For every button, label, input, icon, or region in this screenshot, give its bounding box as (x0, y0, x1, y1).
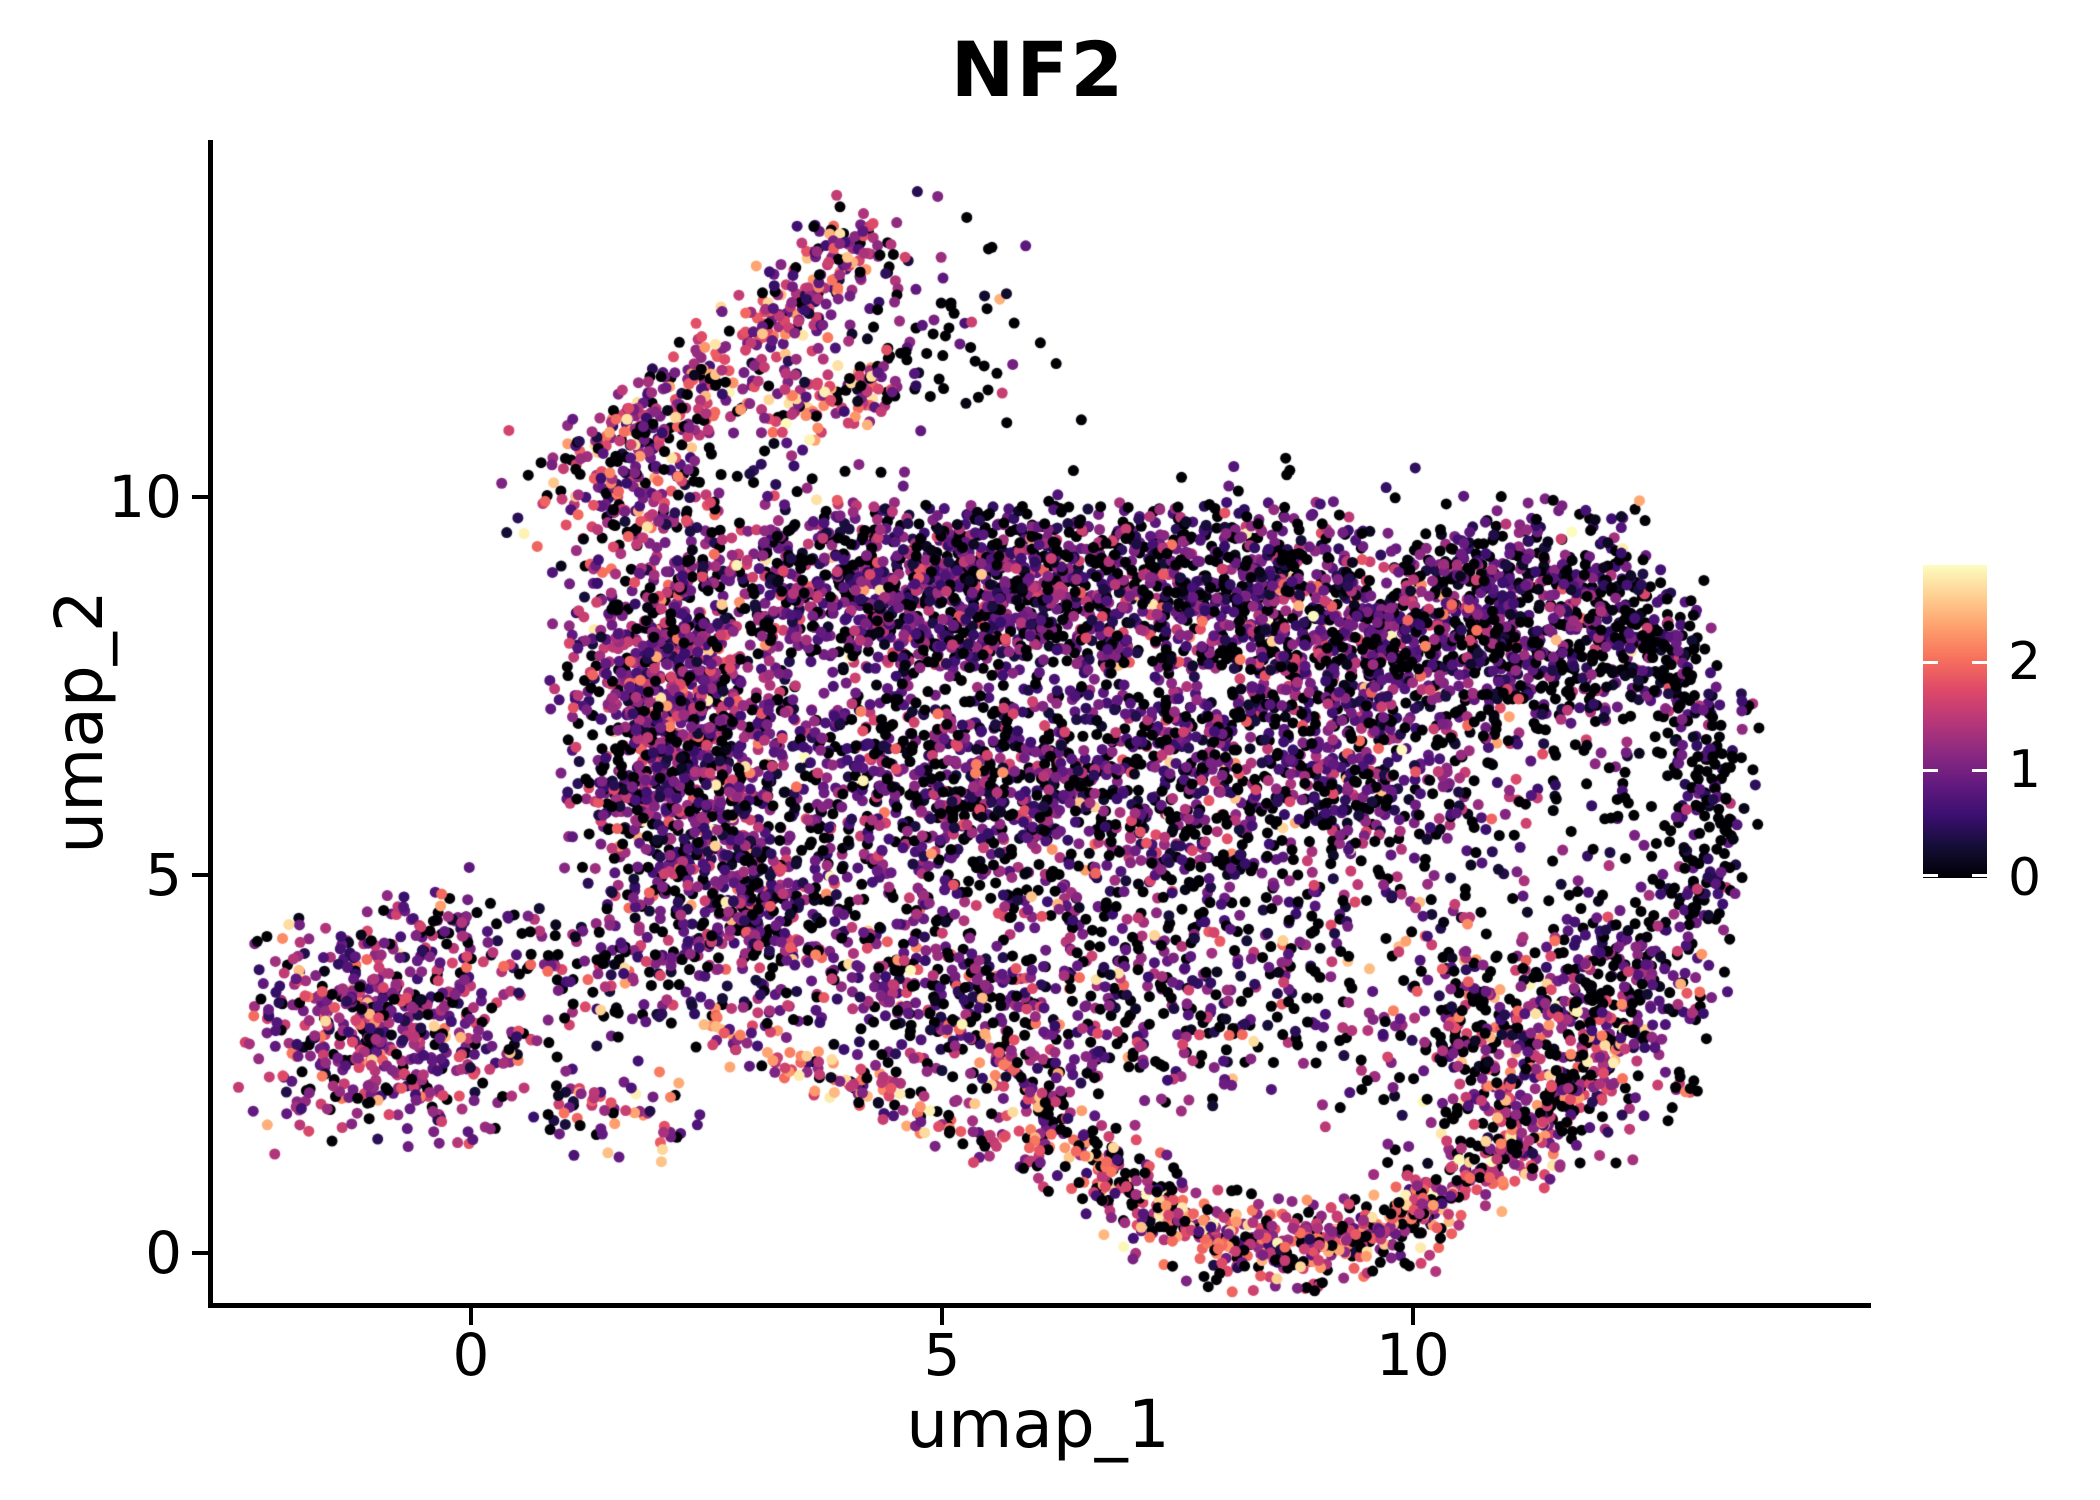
x-axis-title: umap_1 (906, 1386, 1170, 1463)
colorbar-tick-mark (1972, 769, 1987, 772)
y-tick-label: 5 (145, 840, 182, 909)
colorbar-tick-mark (1972, 661, 1987, 664)
colorbar-tick-mark (1923, 874, 1938, 877)
x-tick-label: 0 (452, 1321, 490, 1389)
y-axis-title: umap_2 (41, 590, 118, 854)
y-tick-mark (192, 872, 210, 877)
plot-title: NF2 (950, 25, 1126, 114)
y-tick-label: 10 (108, 462, 182, 531)
colorbar-tick-mark (1923, 769, 1938, 772)
colorbar-tick-label: 0 (2008, 848, 2042, 908)
x-tick-mark (468, 1307, 473, 1325)
colorbar-tick-label: 1 (2008, 740, 2042, 801)
y-tick-label: 0 (145, 1218, 182, 1287)
x-tick-mark (939, 1307, 944, 1325)
colorbar-tick-mark (1972, 874, 1987, 877)
x-tick-label: 10 (1376, 1321, 1450, 1389)
y-tick-mark (192, 1250, 210, 1255)
x-tick-label: 5 (923, 1321, 961, 1389)
colorbar (1923, 565, 1987, 878)
colorbar-tick-label: 2 (2008, 632, 2042, 693)
x-axis-line (208, 1303, 1871, 1308)
y-axis-line (208, 140, 213, 1308)
colorbar-gradient (1923, 565, 1987, 878)
y-tick-mark (192, 494, 210, 499)
x-tick-mark (1410, 1307, 1415, 1325)
colorbar-tick-mark (1923, 661, 1938, 664)
